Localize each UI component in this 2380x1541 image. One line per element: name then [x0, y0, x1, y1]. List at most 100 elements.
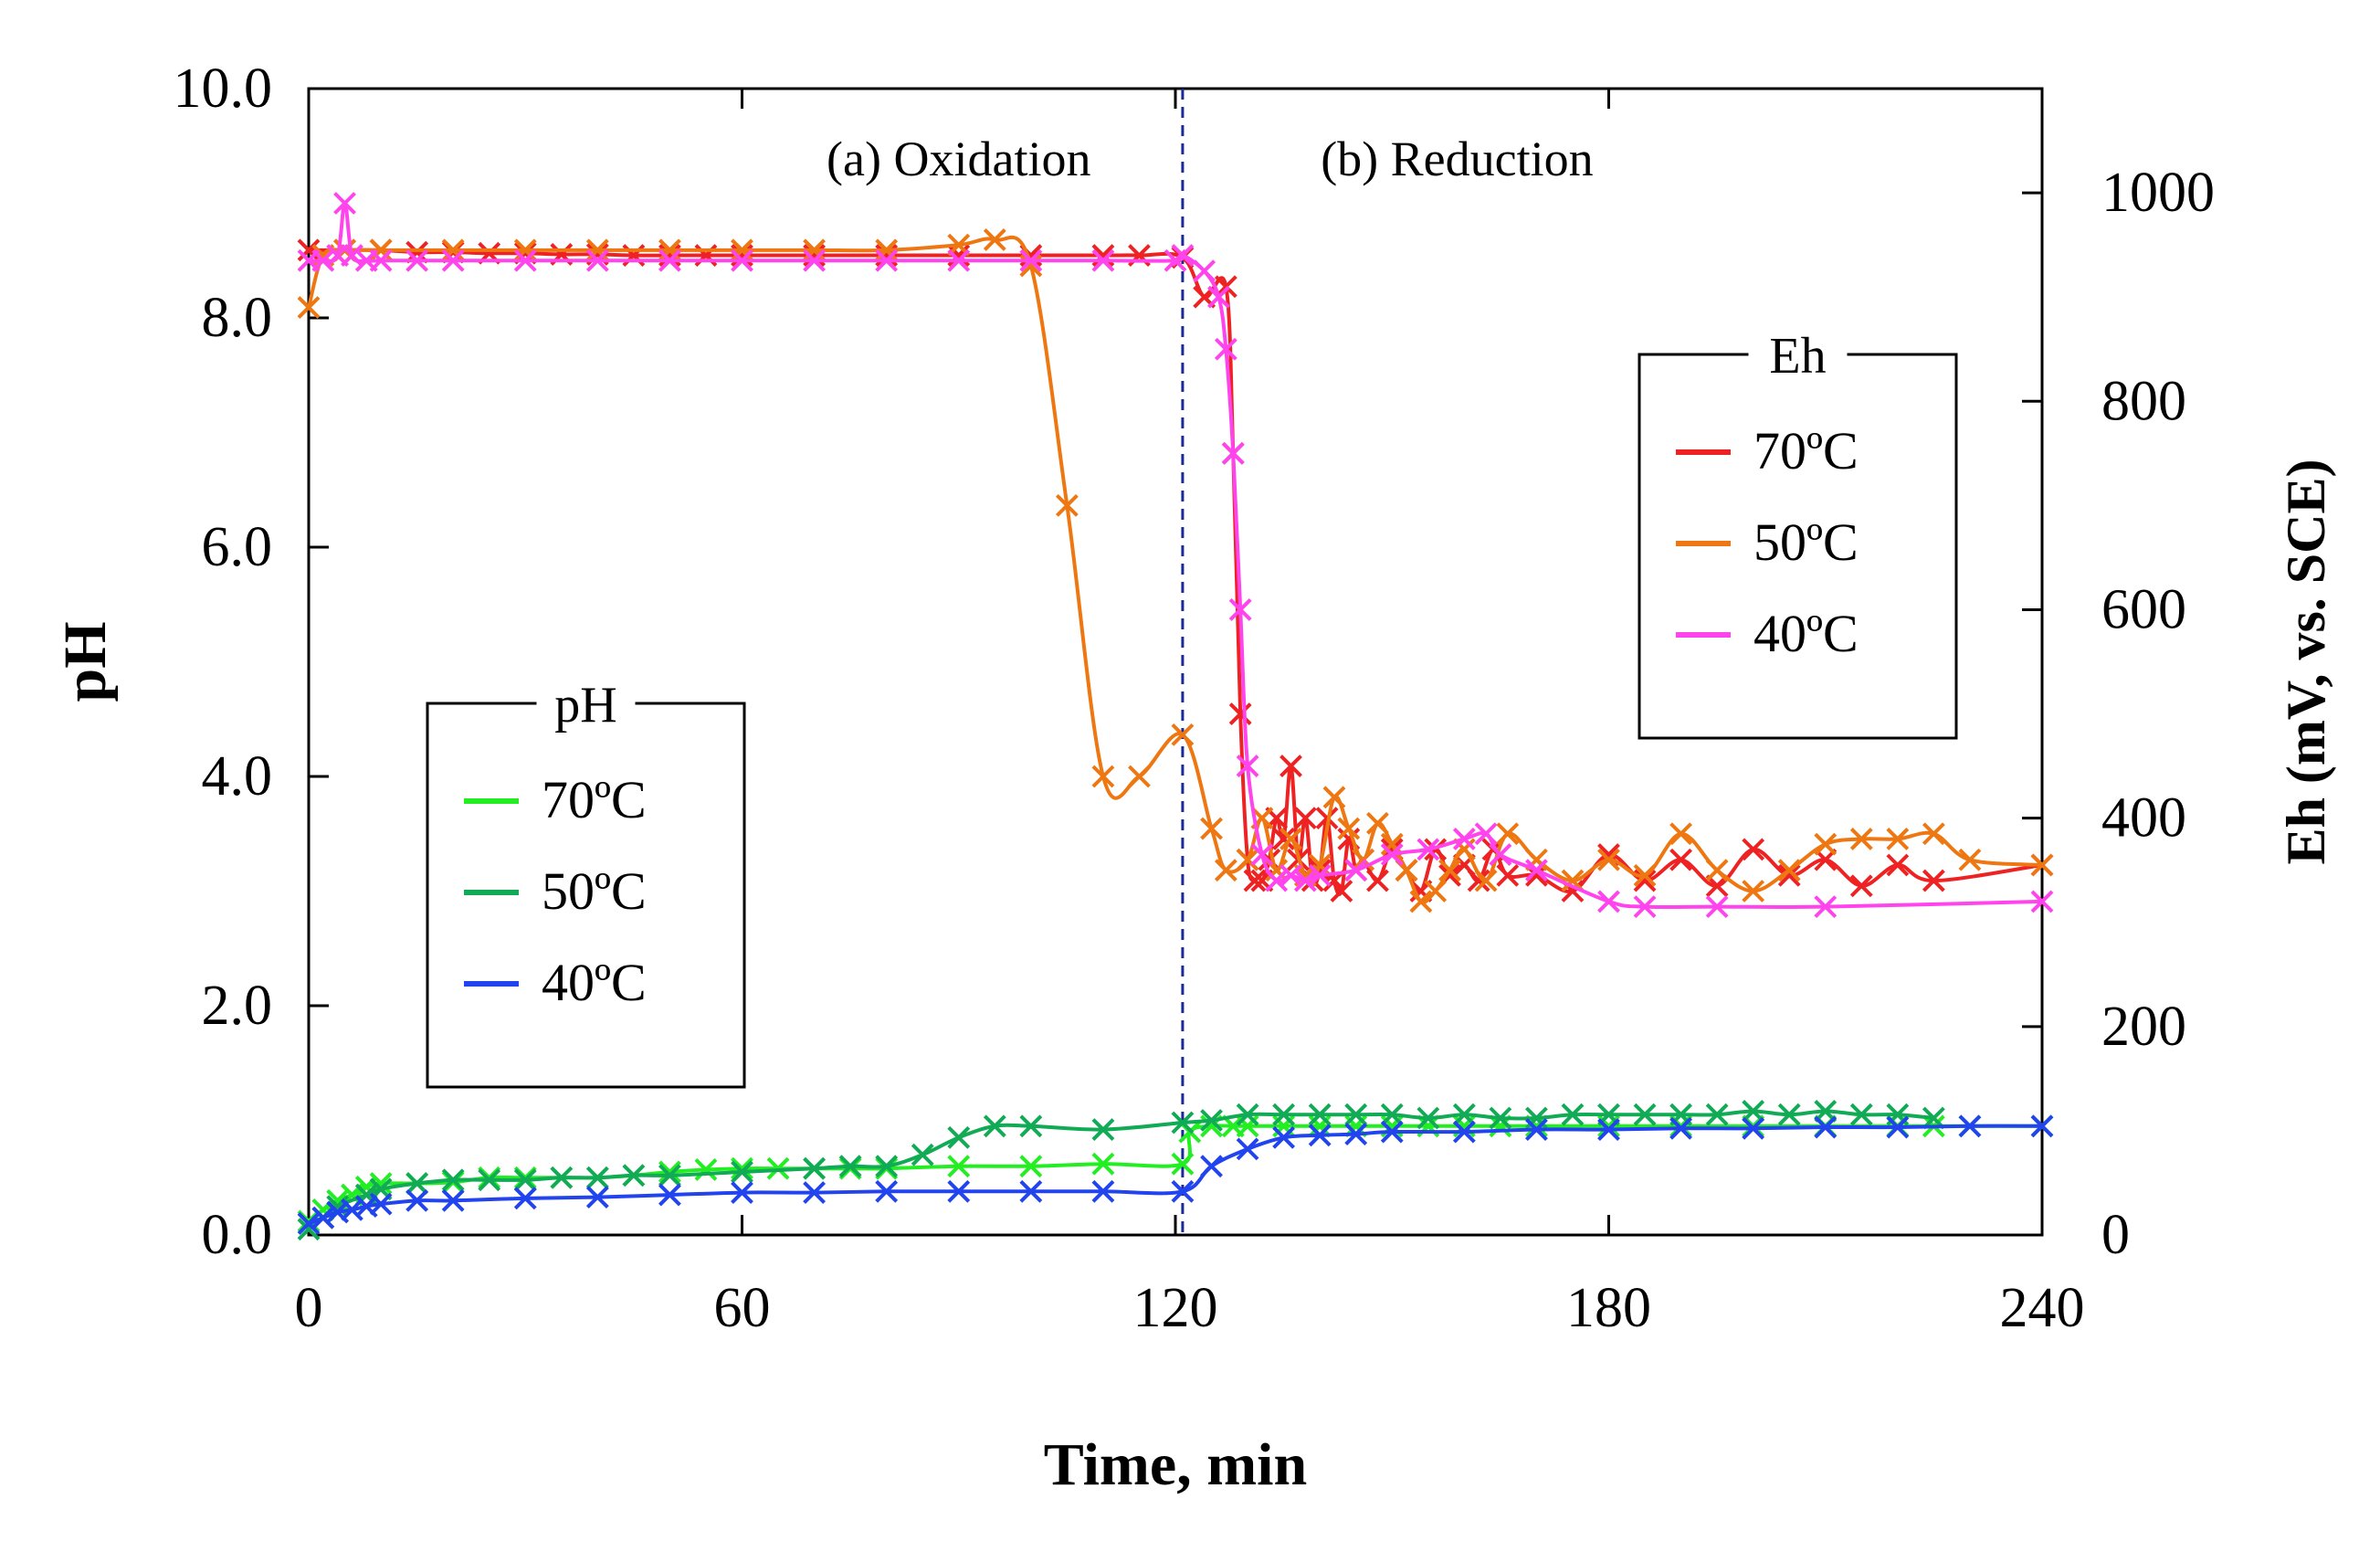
data-point-marker	[1561, 869, 1585, 892]
data-point-marker	[947, 248, 971, 272]
data-point-marker	[297, 238, 321, 262]
data-point-marker	[585, 1166, 609, 1189]
data-point-marker	[803, 238, 826, 262]
data-point-marker	[585, 1186, 609, 1209]
data-point-marker	[311, 1206, 335, 1230]
data-point-marker	[1597, 1118, 1620, 1141]
data-point-marker	[1280, 863, 1302, 887]
data-point-marker	[731, 1156, 753, 1180]
data-point-marker	[2030, 890, 2054, 913]
data-point-marker	[1200, 1109, 1223, 1132]
data-point-marker	[1193, 259, 1216, 283]
data-point-marker	[585, 248, 609, 272]
data-point-marker	[297, 1212, 321, 1235]
data-point-marker	[1814, 1100, 1838, 1123]
data-point-marker	[585, 238, 609, 262]
data-point-marker	[911, 1143, 934, 1166]
y-axis-right-label: Eh (mV, vs. SCE)	[2276, 459, 2336, 865]
data-point-marker	[838, 1155, 862, 1178]
data-point-marker	[1337, 817, 1361, 840]
y-right-tick-label: 400	[2101, 787, 2186, 850]
data-point-marker	[1922, 869, 1945, 892]
series-line	[307, 1109, 1934, 1231]
data-point-marker	[1669, 848, 1692, 871]
data-point-marker	[658, 238, 681, 262]
data-point-marker	[441, 238, 465, 262]
y-right-tick-label: 1000	[2101, 162, 2215, 224]
data-point-marker	[1128, 765, 1151, 788]
data-point-marker	[1366, 811, 1389, 835]
x-tick-label: 60	[714, 1277, 771, 1339]
data-point-marker	[1272, 1125, 1296, 1149]
data-point-marker	[1207, 285, 1230, 309]
y-left-tick-label: 2.0	[202, 975, 273, 1037]
series-layer	[297, 192, 2054, 1241]
data-point-marker	[1280, 755, 1302, 778]
data-point-marker	[1308, 863, 1332, 887]
data-point-marker	[341, 244, 363, 267]
data-point-marker	[1409, 890, 1433, 913]
data-point-marker	[1438, 859, 1461, 882]
data-point-marker	[1055, 493, 1079, 517]
series-ph-40-c	[297, 1114, 2054, 1235]
data-point-marker	[1424, 880, 1448, 902]
y-left-tick-label: 0.0	[202, 1204, 273, 1266]
data-point-marker	[1886, 853, 1910, 877]
legend-label: 50ºC	[1753, 512, 1859, 572]
data-point-marker	[297, 296, 321, 320]
data-point-marker	[731, 1181, 753, 1204]
data-point-marker	[947, 1155, 971, 1178]
data-point-marker	[731, 248, 753, 272]
series-eh-50-c	[297, 228, 2054, 913]
data-point-marker	[1243, 869, 1267, 892]
data-point-marker	[441, 248, 465, 272]
data-point-marker	[803, 248, 826, 272]
data-point-marker	[1705, 859, 1729, 882]
data-point-marker	[369, 248, 393, 272]
data-point-marker	[1452, 828, 1476, 850]
data-point-marker	[731, 1160, 753, 1184]
data-point-marker	[1597, 890, 1620, 913]
data-point-marker	[1705, 1103, 1729, 1126]
legend-title: Eh	[1769, 328, 1826, 385]
data-point-marker	[369, 238, 393, 262]
legend-label: 70ºC	[542, 770, 647, 829]
data-point-marker	[1171, 1152, 1195, 1176]
data-point-marker	[1214, 337, 1237, 361]
data-point-marker	[513, 1168, 537, 1192]
x-axis-label: Time, min	[1044, 1431, 1307, 1498]
data-point-marker	[1777, 1103, 1801, 1126]
data-point-marker	[947, 1179, 971, 1203]
series-ph-50-c	[297, 1100, 1945, 1241]
data-point-marker	[1467, 869, 1490, 892]
data-point-marker	[1344, 1123, 1368, 1145]
data-point-marker	[1496, 822, 1520, 846]
data-point-marker	[1352, 848, 1375, 871]
data-point-marker	[1380, 843, 1404, 866]
data-point-marker	[1777, 863, 1801, 887]
data-point-marker	[1019, 1179, 1043, 1203]
data-point-marker	[1308, 1103, 1332, 1126]
legend-title-gap	[536, 696, 636, 711]
data-point-marker	[1236, 1103, 1259, 1126]
data-point-marker	[405, 248, 429, 272]
data-point-marker	[1315, 807, 1339, 830]
data-point-marker	[1380, 1120, 1404, 1144]
data-point-marker	[405, 1188, 429, 1212]
data-point-marker	[1091, 765, 1115, 788]
y-right-tick-label: 200	[2101, 996, 2186, 1058]
data-point-marker	[1380, 832, 1404, 856]
data-point-marker	[1742, 838, 1765, 861]
data-point-marker	[1742, 1100, 1765, 1123]
data-point-marker	[1814, 895, 1838, 919]
data-point-marker	[1669, 1116, 1692, 1140]
data-point-marker	[875, 1179, 899, 1203]
data-point-marker	[1171, 1111, 1195, 1135]
data-point-marker	[1228, 702, 1252, 725]
data-point-marker	[1308, 1124, 1332, 1147]
data-point-marker	[1200, 1155, 1223, 1178]
data-point-marker	[1489, 843, 1512, 866]
data-point-marker	[1958, 848, 1982, 871]
data-point-marker	[1280, 828, 1302, 850]
data-point-marker	[1091, 1179, 1115, 1203]
